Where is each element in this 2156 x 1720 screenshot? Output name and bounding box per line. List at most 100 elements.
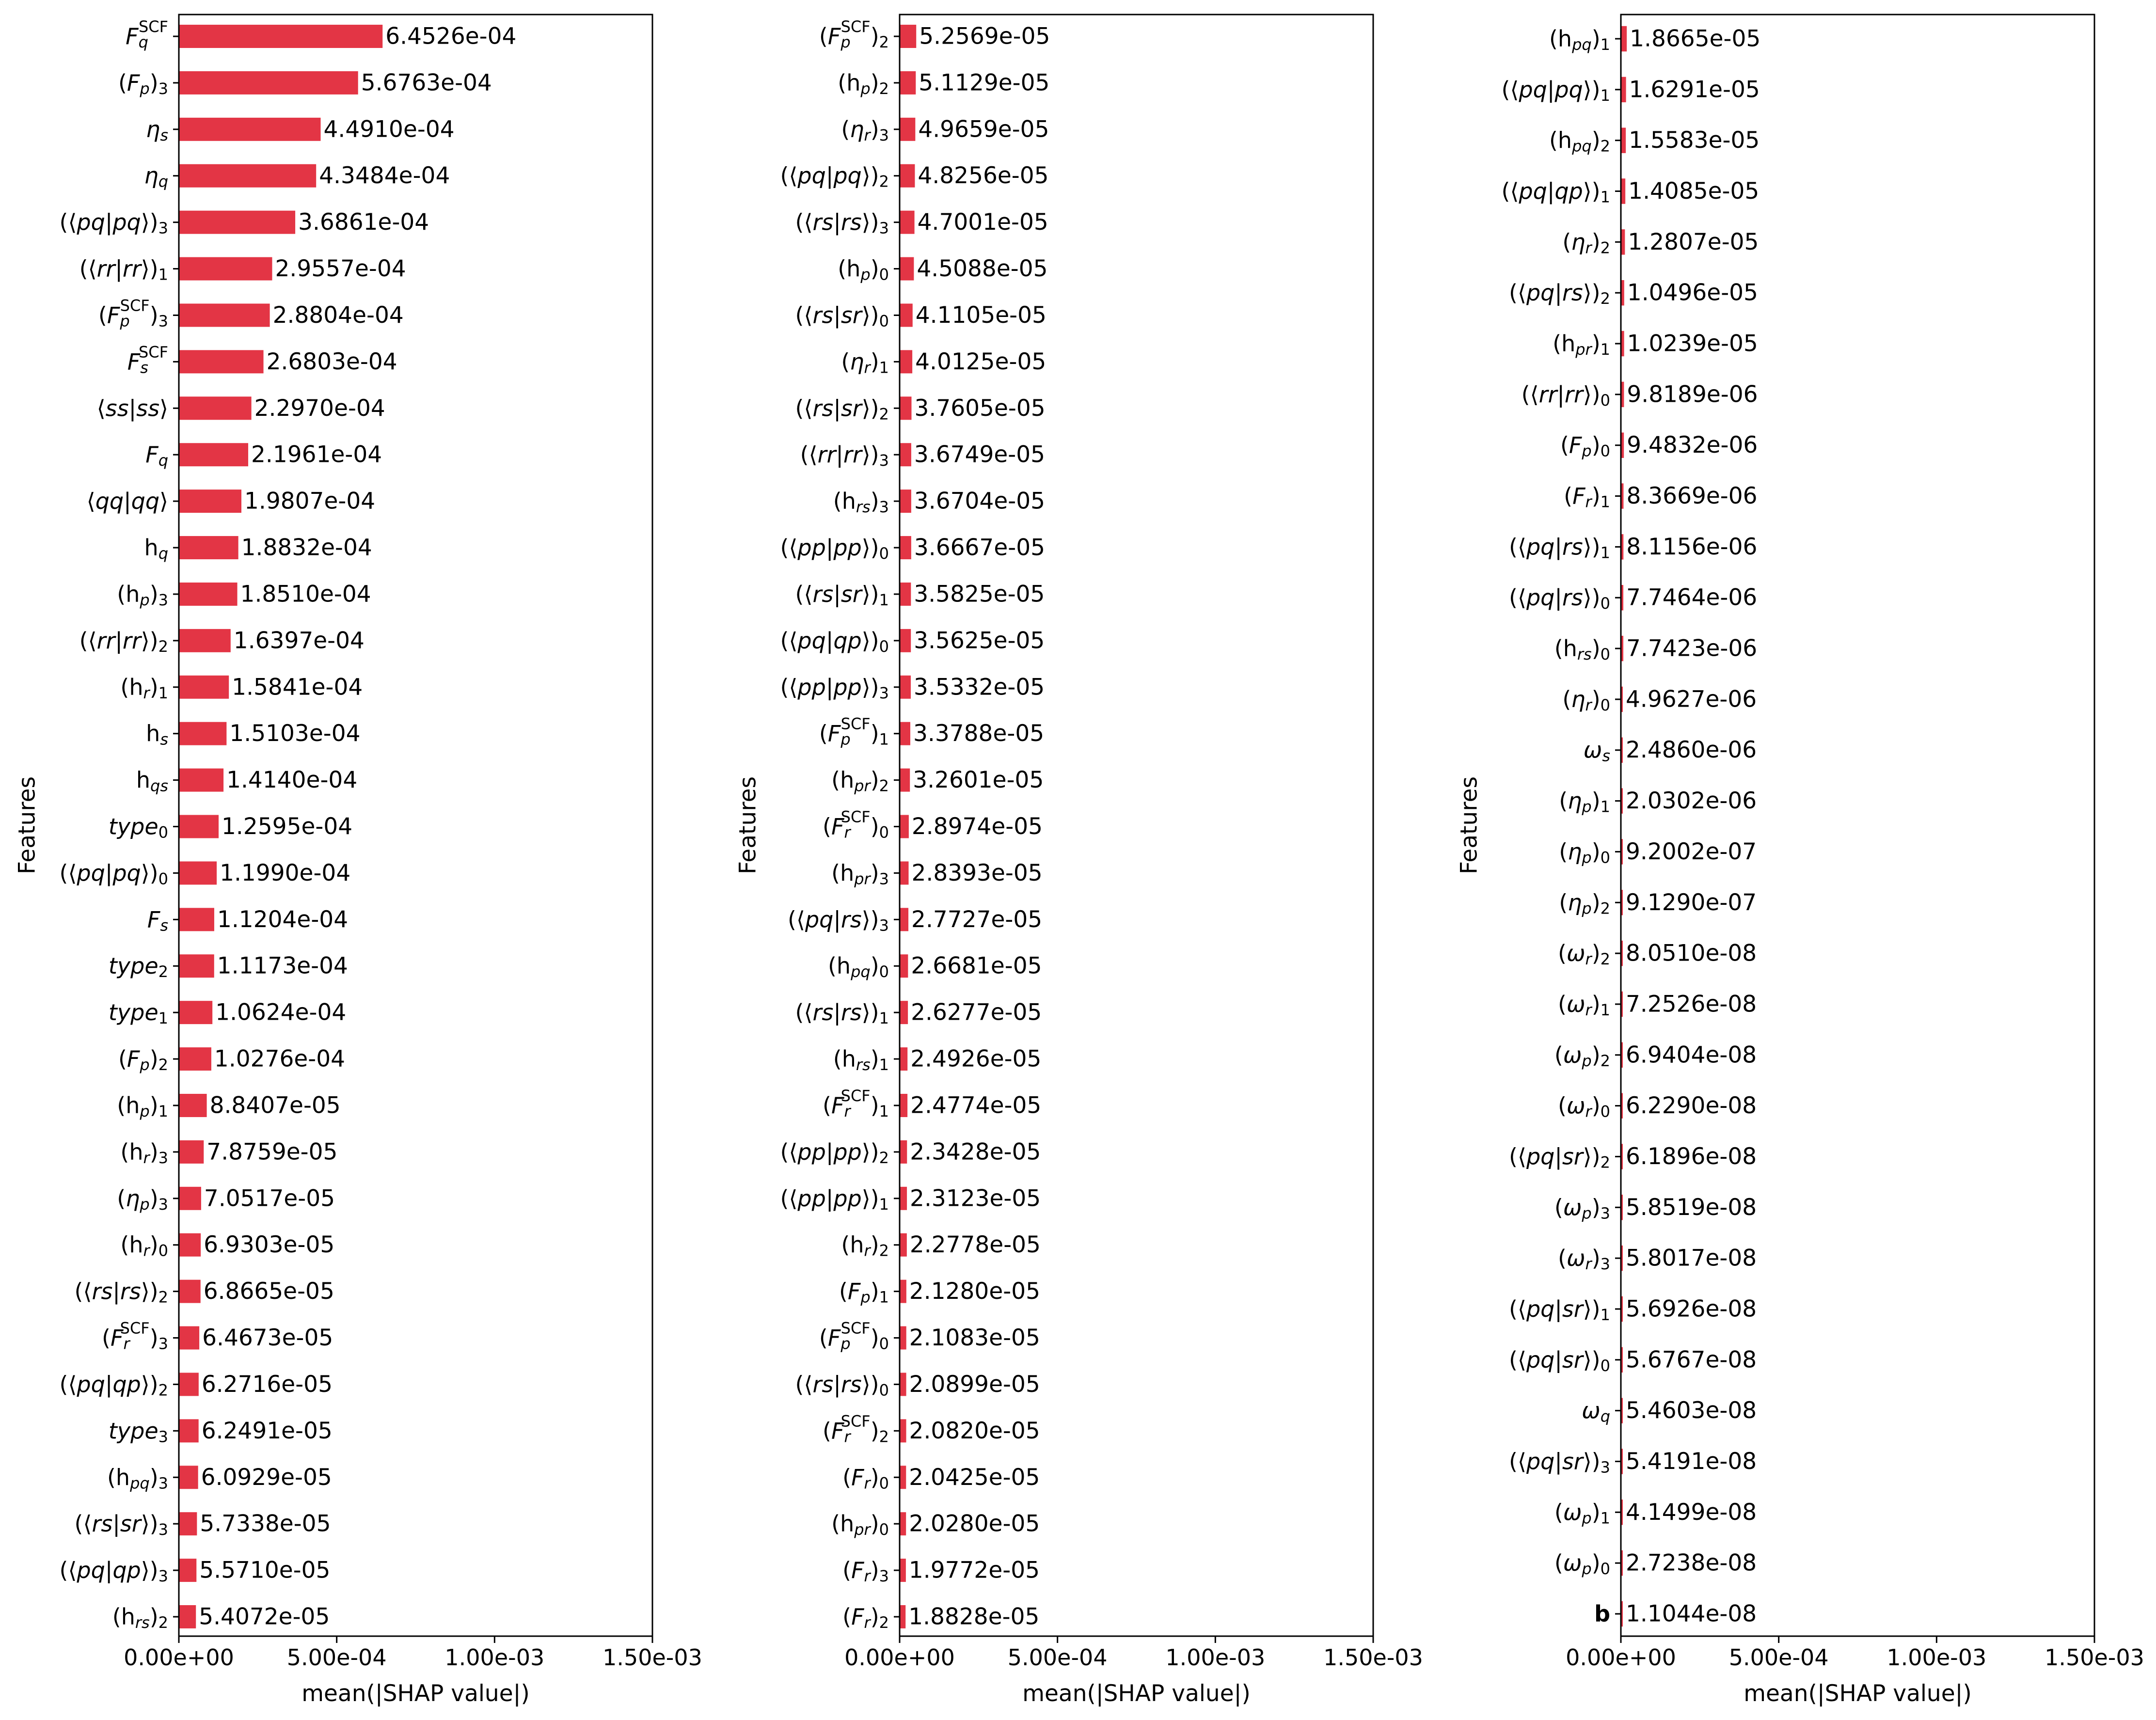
bar-value-label: 2.2970e-04 <box>254 395 385 422</box>
bar-value-label: 3.5332e-05 <box>914 674 1045 700</box>
x-tick-label: 0.00e+00 <box>124 1644 234 1671</box>
bar-value-label: 2.3123e-05 <box>910 1185 1041 1212</box>
bar-value-label: 2.6681e-05 <box>911 953 1042 979</box>
feature-label: (Fp​)0​ <box>1560 432 1610 460</box>
bar <box>179 489 242 513</box>
x-tick-label: 5.00e-04 <box>1008 1644 1108 1671</box>
feature-label: (ωr​)0​ <box>1558 1093 1610 1121</box>
feature-label: (hpr​)2​ <box>831 767 889 795</box>
bar-value-label: 3.3788e-05 <box>913 720 1044 747</box>
feature-label: (⟨pq|pq⟩)2​ <box>780 163 889 191</box>
bar-value-label: 1.1173e-04 <box>217 953 348 979</box>
bar-value-label: 9.8189e-06 <box>1627 381 1758 408</box>
x-tick-label: 0.00e+00 <box>1566 1644 1676 1671</box>
feature-label: (⟨pq|sr⟩)0​ <box>1509 1347 1610 1375</box>
bar <box>900 1605 906 1628</box>
bar-value-label: 2.4926e-05 <box>910 1046 1041 1073</box>
bar <box>900 1512 906 1536</box>
bar-value-label: 5.4072e-05 <box>199 1604 330 1630</box>
x-tick-label: 1.50e-03 <box>602 1644 702 1671</box>
feature-label: (⟨pq|qp⟩)0​ <box>780 628 889 656</box>
bar <box>900 1326 906 1350</box>
x-tick-label: 5.00e-04 <box>1729 1644 1829 1671</box>
bar <box>1621 585 1624 611</box>
bar-value-label: 6.1896e-08 <box>1626 1143 1757 1170</box>
bar-value-label: 1.9772e-05 <box>909 1557 1040 1584</box>
bar-value-label: 7.2526e-08 <box>1626 991 1757 1017</box>
feature-label: (⟨pq|sr⟩)2​ <box>1509 1143 1610 1171</box>
feature-label: (hpq​)3​ <box>107 1464 168 1492</box>
feature-label: ⟨ss|ss⟩ <box>97 395 168 422</box>
bar <box>1621 229 1625 255</box>
bar <box>1621 890 1623 915</box>
feature-label: (⟨rs|sr⟩)1​ <box>795 581 889 609</box>
bar-value-label: 2.0899e-05 <box>909 1371 1040 1398</box>
bar <box>179 536 238 560</box>
feature-label: (Fp​SCF​)1​ <box>819 715 889 749</box>
feature-label: (ηp​)1​ <box>1559 788 1610 816</box>
bar-value-label: 4.7001e-05 <box>918 209 1048 236</box>
bar-value-label: 8.8407e-05 <box>210 1092 341 1119</box>
feature-label: ηq​ <box>144 163 168 191</box>
bar <box>1621 1093 1623 1119</box>
bar-value-label: 6.9404e-08 <box>1626 1041 1757 1068</box>
bar <box>179 722 227 745</box>
x-tick-label: 5.00e-04 <box>287 1644 387 1671</box>
feature-label: (⟨pq|qp⟩)3​ <box>60 1557 168 1585</box>
bar-value-label: 4.1499e-08 <box>1626 1499 1757 1526</box>
bar-value-label: 2.8804e-04 <box>273 302 404 329</box>
bar <box>1621 280 1624 306</box>
bar-value-label: 2.6277e-05 <box>911 999 1042 1026</box>
feature-label: (⟨rs|rs⟩)1​ <box>795 999 889 1027</box>
feature-label: type2​ <box>109 953 168 981</box>
bar-value-label: 5.6767e-08 <box>1626 1346 1757 1373</box>
bar <box>1621 1449 1623 1474</box>
bar <box>179 954 214 978</box>
bar-value-label: 3.2601e-05 <box>913 767 1044 793</box>
feature-label: (⟨pp|pp⟩)1​ <box>780 1185 889 1214</box>
bar <box>179 768 224 792</box>
bar-value-label: 1.0496e-05 <box>1627 280 1758 306</box>
bar-value-label: 5.4603e-08 <box>1626 1397 1757 1424</box>
bar <box>1621 1601 1623 1627</box>
bar <box>1621 635 1624 662</box>
bar <box>179 1326 200 1350</box>
feature-label: (ηp​)2​ <box>1559 889 1610 917</box>
bar-value-label: 1.1044e-08 <box>1626 1601 1757 1627</box>
bar-value-label: 2.0820e-05 <box>909 1418 1040 1444</box>
bar <box>900 1047 908 1071</box>
feature-label: (⟨rs|rs⟩)0​ <box>795 1371 889 1399</box>
feature-label: ωq​ <box>1582 1398 1610 1426</box>
bar-value-label: 3.6749e-05 <box>914 442 1045 468</box>
bar-value-label: 3.5625e-05 <box>914 627 1045 654</box>
feature-label: hs​ <box>146 721 168 749</box>
feature-label: (Fr​)2​ <box>842 1604 889 1632</box>
feature-label: (⟨pp|pp⟩)3​ <box>780 674 889 702</box>
bar <box>179 1466 198 1489</box>
bar-value-label: 9.1290e-07 <box>1626 889 1757 916</box>
bar <box>179 1186 201 1210</box>
axes-frame <box>1620 14 2095 1637</box>
bar <box>179 1419 199 1443</box>
bar-value-label: 4.8256e-05 <box>918 162 1048 189</box>
bar-value-label: 4.0125e-05 <box>915 348 1046 375</box>
bar-value-label: 1.5103e-04 <box>229 720 360 747</box>
feature-label: (ωp​)0​ <box>1554 1550 1610 1578</box>
bar <box>900 1001 908 1025</box>
bar <box>179 1512 197 1536</box>
bar <box>1621 1296 1623 1322</box>
bar <box>179 582 238 606</box>
feature-label: (⟨pp|pp⟩)0​ <box>780 535 889 563</box>
bar <box>900 117 916 141</box>
bar <box>1621 1042 1623 1068</box>
feature-label: (Fp​SCF​)0​ <box>819 1319 889 1353</box>
bar-value-label: 4.5088e-05 <box>917 255 1047 282</box>
axes-frame <box>899 14 1374 1637</box>
bar-value-label: 4.9627e-06 <box>1626 686 1757 712</box>
feature-label: (ωr​)1​ <box>1558 991 1610 1019</box>
feature-label: (ωp​)2​ <box>1554 1042 1610 1070</box>
feature-label: (hrs​)1​ <box>833 1046 889 1074</box>
bar <box>179 675 229 699</box>
bar-value-label: 9.4832e-06 <box>1627 432 1758 458</box>
bar <box>900 257 914 281</box>
